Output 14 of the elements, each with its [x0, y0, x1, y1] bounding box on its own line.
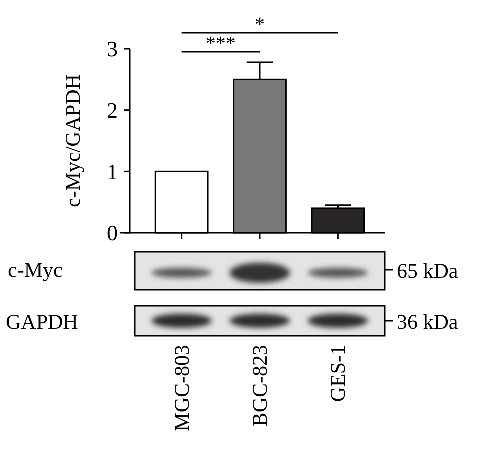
y-tick-label: 1 — [107, 159, 118, 184]
x-tick-label: BGC-823 — [248, 345, 272, 427]
text: * — [255, 14, 265, 36]
text: GAPDH — [6, 310, 78, 334]
y-tick-label: 3 — [107, 36, 118, 62]
annotation: *** — [206, 33, 236, 55]
text: c-Myc — [8, 258, 63, 282]
text: 65 kDa — [397, 259, 459, 283]
x-tick-label: GES-1 — [326, 345, 350, 402]
text: 36 kDa — [397, 310, 459, 334]
y-tick-label: 2 — [107, 98, 118, 124]
x-tick-label: MGC-803 — [170, 345, 194, 432]
y-tick-label: 0 — [107, 220, 118, 246]
y-axis-title: c-Myc/GAPDH — [61, 74, 85, 208]
